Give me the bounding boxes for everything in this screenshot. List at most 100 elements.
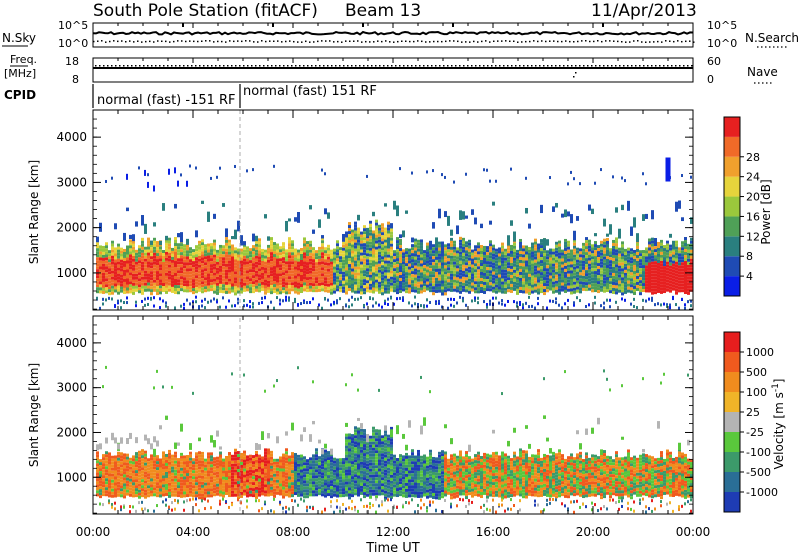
velocity-cell <box>291 499 293 503</box>
power-cell <box>111 240 114 244</box>
velocity-cell <box>303 465 306 469</box>
velocity-cell <box>138 486 141 490</box>
power-cell <box>576 253 579 257</box>
velocity-cell <box>249 469 252 473</box>
power-cell <box>219 305 221 309</box>
power-cell <box>444 268 447 272</box>
power-cell <box>399 245 402 249</box>
power-cell <box>348 249 351 253</box>
power-cell <box>327 283 330 287</box>
power-cell <box>96 284 99 288</box>
power-cell <box>534 259 537 263</box>
power-cell <box>642 283 645 287</box>
power-cell <box>105 251 108 255</box>
power-cell <box>492 289 495 293</box>
power-cell <box>456 247 459 251</box>
velocity-cell <box>198 478 201 482</box>
power-cell <box>642 274 645 278</box>
power-cell <box>657 256 660 260</box>
power-cell <box>657 250 660 254</box>
velocity-cell <box>252 476 255 480</box>
velocity-cell <box>120 482 123 486</box>
velocity-cell <box>252 464 255 468</box>
power-cell <box>168 237 171 241</box>
power-cell <box>522 251 525 255</box>
power-cell <box>318 279 321 283</box>
power-cell <box>531 278 534 282</box>
velocity-cell <box>180 455 183 459</box>
power-cell <box>132 261 135 265</box>
power-cell <box>108 259 111 263</box>
power-cell <box>195 263 198 267</box>
velocity-cell <box>177 485 180 489</box>
velocity-cell <box>222 479 225 483</box>
power-cell <box>153 240 156 244</box>
velocity-cell <box>264 481 267 485</box>
power-cell <box>240 284 243 288</box>
power-cell <box>381 271 384 275</box>
power-cell <box>423 262 426 266</box>
power-cell <box>570 249 573 253</box>
velocity-cell <box>102 466 105 470</box>
power-cell <box>399 234 402 239</box>
power-cell <box>429 250 432 254</box>
velocity-cell <box>171 469 174 473</box>
velocity-cell <box>201 457 204 461</box>
power-cell <box>480 271 483 275</box>
power-cell <box>618 262 621 266</box>
velocity-cell <box>150 469 153 473</box>
velocity-cell <box>204 458 207 462</box>
power-cell <box>210 258 213 262</box>
power-cell <box>537 282 540 286</box>
power-cell <box>252 254 255 258</box>
power-cell <box>321 267 324 271</box>
power-cell <box>144 267 147 271</box>
velocity-cell <box>261 468 264 472</box>
velocity-cell <box>276 436 279 444</box>
power-cell <box>369 229 372 233</box>
power-cell <box>306 274 309 278</box>
power-cell <box>435 259 438 263</box>
velocity-cell <box>228 479 231 483</box>
power-cell <box>501 284 504 288</box>
power-cell <box>240 290 243 294</box>
power-cell <box>531 304 533 308</box>
power-cell <box>495 278 498 282</box>
power-cell <box>237 281 240 285</box>
power-cell <box>309 273 312 277</box>
power-cell <box>564 256 567 260</box>
power-cell <box>327 268 330 272</box>
velocity-cell <box>135 470 138 474</box>
power-cell <box>111 276 114 280</box>
power-cell <box>366 271 369 275</box>
velocity-cell <box>264 487 267 491</box>
power-cell <box>129 284 132 288</box>
velocity-cell <box>204 467 207 471</box>
power-cell <box>99 275 102 279</box>
power-cell <box>366 268 369 272</box>
velocity-cell <box>129 481 132 485</box>
power-cell <box>612 272 615 276</box>
power-cell <box>444 274 447 278</box>
power-cell <box>375 219 378 223</box>
power-cell <box>234 247 237 251</box>
power-cell <box>120 299 122 303</box>
power-cell <box>507 283 510 287</box>
velocity-cell <box>249 478 252 482</box>
power-cell <box>216 300 218 304</box>
power-cell <box>642 259 645 263</box>
velocity-cell <box>300 481 303 485</box>
power-cell <box>540 242 543 246</box>
power-cell <box>336 276 339 280</box>
power-cell <box>585 288 588 292</box>
power-cell <box>354 297 356 301</box>
power-cell <box>282 272 285 276</box>
velocity-cell <box>96 454 99 458</box>
velocity-cell <box>201 466 204 470</box>
velocity-cell <box>123 505 125 509</box>
power-cell <box>687 273 690 277</box>
power-cell <box>231 256 234 260</box>
velocity-cell <box>294 483 297 487</box>
power-cell <box>294 284 297 288</box>
velocity-cell <box>225 482 228 486</box>
